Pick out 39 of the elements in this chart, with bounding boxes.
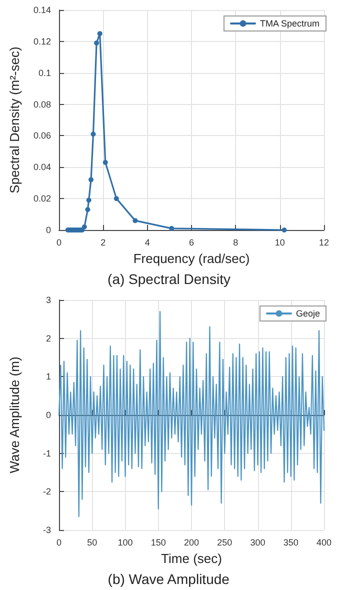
y-tick-label: -1: [42, 448, 51, 458]
x-tick-label: 10: [274, 238, 285, 248]
y-tick-label: 2: [46, 333, 51, 344]
y-tick-label: 0.08: [33, 99, 51, 110]
x-tick-label: 100: [118, 538, 133, 548]
y-tick-label: 3: [46, 295, 51, 305]
x-tick-label: 0: [56, 238, 62, 248]
x-axis-title: Time (sec): [161, 551, 222, 566]
x-tick-label: 0: [56, 538, 62, 548]
y-tick-label: 0.14: [33, 5, 51, 15]
x-tick-label: 300: [250, 538, 266, 548]
y-tick-label: 0: [46, 225, 51, 235]
y-tick-label: 0.04: [33, 162, 51, 172]
text: (a) Spectral Density: [108, 271, 230, 287]
x-tick-label: 6: [188, 238, 194, 248]
x-tick-label: 8: [233, 238, 238, 248]
y-tick-label: 0.02: [33, 194, 51, 204]
text: (b) Wave Amplitude: [108, 571, 230, 587]
y-tick-label: 0.12: [33, 36, 51, 46]
y-tick-label: -2: [42, 486, 51, 497]
legend-label: TMA Spectrum: [260, 18, 320, 28]
y-tick-label: -3: [42, 525, 51, 535]
x-tick-label: 350: [283, 538, 298, 548]
x-tick-label: 250: [217, 538, 232, 548]
legend-label: Geoje: [296, 308, 320, 318]
x-tick-label: 50: [87, 538, 98, 548]
x-tick-label: 150: [150, 538, 166, 548]
x-axis-title: Frequency (rad/sec): [133, 251, 250, 266]
y-tick-label: 1: [46, 372, 51, 382]
y-axis-title: Wave Amplitude (m): [7, 356, 22, 474]
x-tick-label: 200: [184, 538, 200, 548]
x-tick-label: 12: [318, 238, 330, 248]
y-tick-label: 0.06: [33, 130, 51, 141]
y-axis-title: Spectral Density (m²-sec): [7, 46, 22, 194]
x-tick-label: 400: [316, 538, 332, 548]
y-tick-label: 0: [46, 410, 51, 420]
x-tick-label: 2: [100, 238, 106, 248]
x-tick-label: 4: [144, 238, 150, 248]
y-tick-label: 0.1: [38, 68, 51, 78]
